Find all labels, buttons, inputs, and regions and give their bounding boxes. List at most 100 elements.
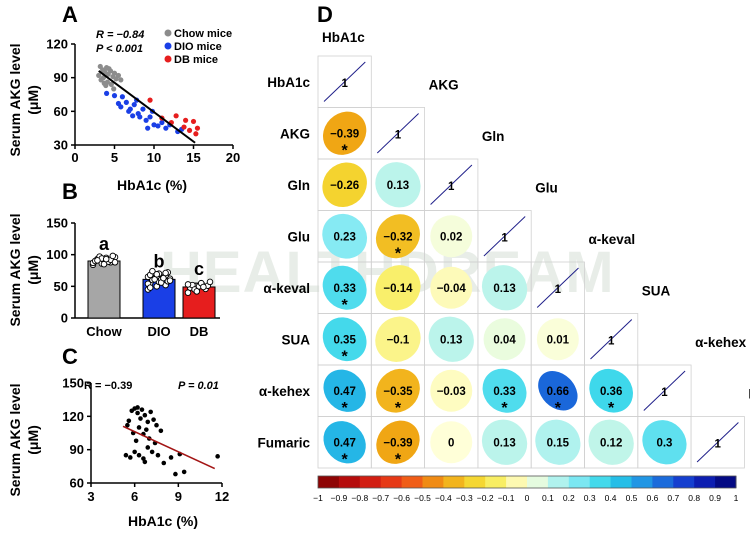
panel-c-point	[158, 428, 164, 434]
panel-a-point	[194, 125, 201, 131]
panel-b-ytick-label: 100	[46, 247, 68, 262]
panel-c-point	[136, 425, 142, 430]
panel-b-ylabel: Serum AKG level	[7, 213, 23, 326]
heatmap-ellipse	[376, 420, 420, 464]
panel-b-ytick-label: 150	[46, 216, 68, 231]
colorbar-segment	[464, 476, 486, 488]
heatmap-row-label: AKG	[280, 126, 310, 141]
panel-a-point	[119, 94, 125, 100]
heatmap-diagonal-value: 1	[395, 129, 402, 141]
heatmap-ellipse	[481, 419, 528, 465]
colorbar-segment	[547, 476, 570, 488]
panel-c-point	[168, 455, 174, 460]
panel-c-point	[149, 449, 155, 455]
panel-c-point	[151, 417, 156, 422]
heatmap-row-label: HbA1c	[267, 75, 310, 90]
heatmap-ellipse	[430, 215, 473, 258]
panel-b-point	[166, 277, 174, 284]
colorbar-segment	[401, 476, 423, 488]
heatmap-cell-value: 0.13	[440, 334, 462, 346]
heatmap-significance-star: *	[342, 348, 349, 365]
colorbar-segment	[506, 476, 528, 488]
heatmap-diagonal-line	[643, 370, 686, 411]
panel-b-point	[200, 283, 207, 291]
heatmap-ellipse	[481, 265, 528, 311]
panel-b-point	[109, 252, 117, 260]
heatmap-ellipse	[430, 369, 473, 412]
panel-a-point	[151, 122, 157, 128]
panel-a-ytick-label: 30	[54, 138, 68, 153]
colorbar-tick-label: 1	[734, 493, 739, 503]
legend-marker-dio	[164, 42, 172, 50]
panel-a-point	[163, 125, 169, 131]
heatmap-ellipse	[375, 214, 420, 259]
colorbar-segment	[610, 476, 632, 488]
heatmap-column-label: Fumaric	[748, 387, 750, 402]
colorbar-segment	[359, 476, 382, 488]
heatmap-cell-value: 0.66	[547, 386, 569, 398]
panel-c-point	[135, 410, 140, 416]
panel-a-stat-r: R = −0.84	[96, 29, 144, 41]
heatmap-cell-value: 0.15	[547, 437, 570, 449]
heatmap-diagonal-value: 1	[555, 284, 562, 296]
panel-b-point	[111, 259, 119, 266]
heatmap-cell-value: 0.02	[440, 231, 462, 243]
heatmap-column-label: Gln	[482, 129, 505, 144]
panel-c-point	[144, 427, 149, 432]
heatmap-diagonal-line	[376, 113, 419, 154]
panel-c-point	[136, 452, 142, 458]
heatmap-ellipse	[482, 368, 527, 413]
heatmap-diagonal-line	[323, 61, 366, 102]
panel-b-point	[146, 284, 154, 291]
heatmap-diagonal-value: 1	[608, 335, 615, 347]
heatmap-significance-star: *	[342, 142, 349, 159]
heatmap-cell-value: −0.1	[387, 334, 410, 346]
panel-a-ylabel-unit: (μM)	[25, 85, 41, 115]
panel-b-significance-letter: c	[194, 259, 204, 279]
colorbar-segment	[380, 476, 403, 488]
panel-c-xtick-label: 3	[87, 489, 94, 504]
panel-c-point	[126, 418, 132, 424]
heatmap-significance-star: *	[342, 400, 349, 417]
heatmap-cell-value: 0.13	[493, 283, 515, 295]
panel-c-point	[181, 469, 187, 475]
panel-b-significance-letter: a	[99, 234, 110, 254]
panel-a-point	[173, 113, 179, 119]
panel-a-xtick-label: 0	[71, 150, 78, 165]
colorbar-tick-label: 0.4	[605, 493, 617, 503]
heatmap-diagonal-line	[536, 267, 579, 308]
panel-c-point	[135, 405, 140, 410]
colorbar-segment	[631, 476, 653, 488]
heatmap-diagonal-line	[590, 319, 633, 360]
panel-c-point	[155, 452, 161, 458]
heatmap-cell-value: 0.23	[333, 231, 355, 243]
panel-a-point	[193, 131, 199, 137]
legend-marker-db	[164, 55, 172, 63]
heatmap-ellipse	[375, 162, 421, 208]
heatmap-ellipse	[642, 420, 687, 465]
colorbar-tick-label: 0.3	[584, 493, 596, 503]
panel-b-category-label: Chow	[86, 324, 122, 339]
colorbar-segment	[589, 476, 612, 488]
heatmap-row-label: SUA	[281, 332, 310, 347]
heatmap-cell-value: 0.13	[493, 437, 515, 449]
colorbar-tick-label: −0.5	[414, 493, 431, 503]
colorbar-segment	[652, 476, 674, 488]
panel-a-point	[181, 124, 187, 130]
colorbar-tick-label: −0.1	[498, 493, 515, 503]
colorbar-tick-label: −0.9	[331, 493, 348, 503]
panel-c-xtick-label: 12	[215, 489, 229, 504]
panel-a-point	[118, 104, 124, 110]
heatmap-diagonal-value: 1	[341, 78, 348, 90]
colorbar-segment	[673, 476, 695, 488]
panel-a-point	[104, 90, 110, 96]
heatmap-significance-star: *	[395, 245, 402, 262]
panel-c-regression-line	[122, 425, 216, 470]
colorbar-tick-label: 0.1	[542, 493, 554, 503]
panel-c-point	[173, 471, 178, 477]
heatmap-cell-value: −0.39	[383, 437, 412, 449]
legend-marker-chow	[164, 29, 172, 37]
panel-d: HbA1c HbA1c AKG AKG Gln Gln Glu Glu α-keval α-kev…	[257, 30, 750, 503]
heatmap-cell-value: 0	[448, 437, 454, 449]
heatmap-significance-star: *	[395, 451, 402, 468]
